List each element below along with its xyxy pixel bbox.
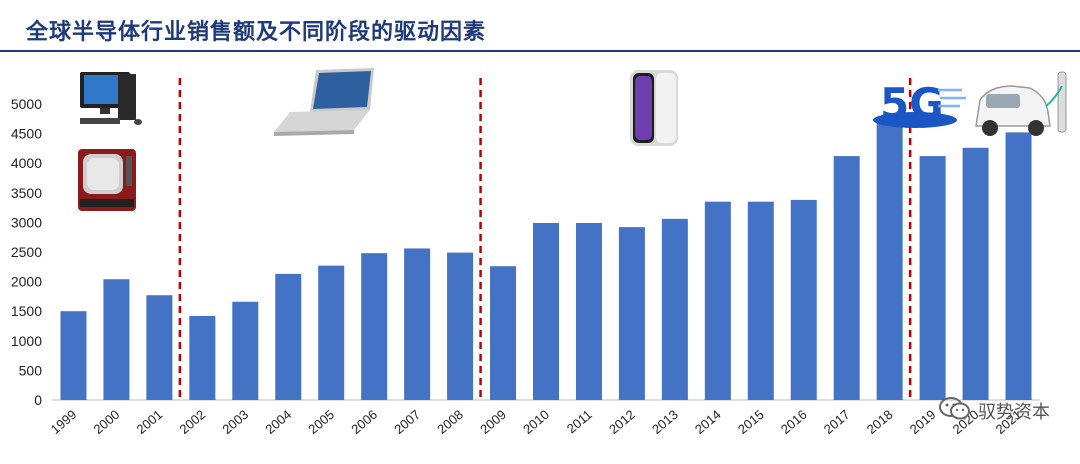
bar-2013 xyxy=(661,218,688,400)
bar-2008 xyxy=(447,252,474,400)
x-tick-label: 2004 xyxy=(262,407,294,437)
x-tick-label: 2016 xyxy=(778,407,810,437)
watermark-text: 驭势资本 xyxy=(978,402,1050,423)
bar-2015 xyxy=(747,201,774,400)
x-tick-label: 2005 xyxy=(305,407,337,437)
bar-2005 xyxy=(318,265,345,400)
x-tick-label: 2008 xyxy=(434,407,466,437)
x-tick-label: 2010 xyxy=(520,407,552,437)
bar-2000 xyxy=(103,279,130,400)
bar-2016 xyxy=(790,199,817,400)
laptop-icon xyxy=(274,68,374,136)
bar-chart: 0 500 1000 1500 2000 2500 3000 3500 4000 4500 5000… xyxy=(11,68,1067,437)
wechat-icon xyxy=(939,397,970,420)
5g-logo-icon: 5G xyxy=(873,79,966,128)
x-tick-label: 2000 xyxy=(91,407,123,437)
y-tick-label: 1000 xyxy=(11,333,42,349)
bar-2014 xyxy=(704,201,731,400)
y-tick-label: 4500 xyxy=(11,126,42,142)
bar-2003 xyxy=(232,301,259,400)
y-tick-label: 1500 xyxy=(11,303,42,319)
bar-2021 xyxy=(1005,132,1032,400)
bar-2018 xyxy=(876,121,903,400)
x-tick-label: 2018 xyxy=(864,407,896,437)
bar-2012 xyxy=(618,227,645,400)
x-tick-label: 2009 xyxy=(477,407,509,437)
crt-television-icon xyxy=(78,149,136,211)
x-tick-label: 2006 xyxy=(348,407,380,437)
x-tick-label: 1999 xyxy=(48,407,80,437)
bar-1999 xyxy=(60,311,87,400)
x-tick-label: 2019 xyxy=(907,407,939,437)
x-tick-label: 2014 xyxy=(692,407,724,437)
x-tick-label: 2015 xyxy=(735,407,767,437)
bar-2010 xyxy=(533,222,559,400)
x-tick-label: 2001 xyxy=(134,407,166,437)
electric-car-icon xyxy=(975,71,1067,136)
x-tick-label: 2017 xyxy=(821,407,853,437)
svg-text:5G: 5G xyxy=(880,79,944,128)
bar-2004 xyxy=(275,273,302,400)
bar-2020 xyxy=(962,147,989,400)
desktop-computer-icon xyxy=(80,72,142,125)
x-tick-label: 2013 xyxy=(649,407,681,437)
y-tick-label: 5000 xyxy=(11,96,42,112)
x-tick-label: 2007 xyxy=(391,407,423,437)
watermark: 驭势资本 xyxy=(939,397,1050,424)
x-tick-label: 2003 xyxy=(219,407,251,437)
y-tick-label: 4000 xyxy=(11,155,42,171)
y-tick-label: 2500 xyxy=(11,244,42,260)
bar-2017 xyxy=(833,156,860,400)
bar-2009 xyxy=(490,266,517,400)
bar-2002 xyxy=(189,315,216,400)
bar-2007 xyxy=(404,248,431,400)
page-title: 全球半导体行业销售额及不同阶段的驱动因素 xyxy=(26,20,487,45)
smartphone-icon xyxy=(630,70,678,146)
x-tick-label: 2002 xyxy=(176,407,208,437)
bar-2001 xyxy=(146,295,173,400)
bar-2011 xyxy=(575,222,602,400)
header: 全球半导体行业销售额及不同阶段的驱动因素 xyxy=(0,0,1080,56)
y-tick-label: 2000 xyxy=(11,274,42,290)
x-tick-label: 2012 xyxy=(606,407,638,437)
y-tick-label: 3500 xyxy=(11,185,42,201)
title-underline xyxy=(0,50,1080,52)
bar-2006 xyxy=(361,253,388,400)
y-tick-label: 500 xyxy=(19,362,43,378)
y-tick-label: 0 xyxy=(34,392,42,408)
bar-2019 xyxy=(919,156,946,400)
y-tick-label: 3000 xyxy=(11,214,42,230)
x-tick-label: 2011 xyxy=(564,407,595,436)
